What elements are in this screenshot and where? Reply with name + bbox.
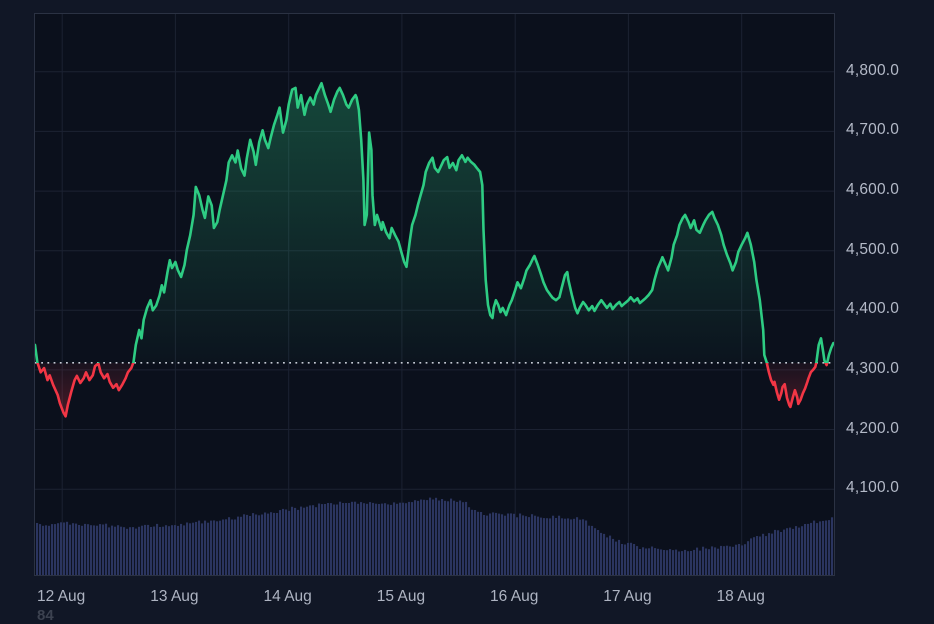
price-tick-label: 4,100.0: [846, 479, 900, 497]
price-line: [35, 81, 834, 418]
price-chart-canvas[interactable]: [34, 13, 835, 576]
price-tick-label: 4,300.0: [846, 359, 900, 377]
price-tick-label: 4,600.0: [846, 181, 900, 199]
time-tick-label: 18 Aug: [716, 588, 765, 605]
time-axis[interactable]: 12 Aug 13 Aug 14 Aug 15 Aug 16 Aug 17 Aug 18 A…: [0, 588, 934, 622]
time-tick-label: 12 Aug: [37, 588, 86, 605]
price-area-fill: [35, 83, 834, 417]
time-tick-label: 16 Aug: [490, 588, 539, 605]
price-tick-label: 4,400.0: [846, 300, 900, 318]
volume-histogram: [36, 497, 834, 575]
time-tick-label: 15 Aug: [376, 588, 426, 605]
clipped-text-84: 84: [37, 607, 54, 624]
price-axis[interactable]: 4,800.0 4,700.0 4,600.0 4,500.0 4,400.0 4,300…: [845, 0, 934, 622]
time-tick-label: 17 Aug: [603, 588, 652, 605]
price-tick-label: 4,200.0: [846, 419, 900, 437]
price-tick-label: 4,800.0: [846, 61, 900, 79]
time-tick-label: 13 Aug: [150, 588, 199, 605]
price-tick-label: 4,700.0: [846, 121, 900, 139]
price-tick-label: 4,500.0: [846, 240, 900, 258]
price-chart-svg: [35, 14, 834, 575]
time-tick-label: 14 Aug: [263, 588, 312, 605]
